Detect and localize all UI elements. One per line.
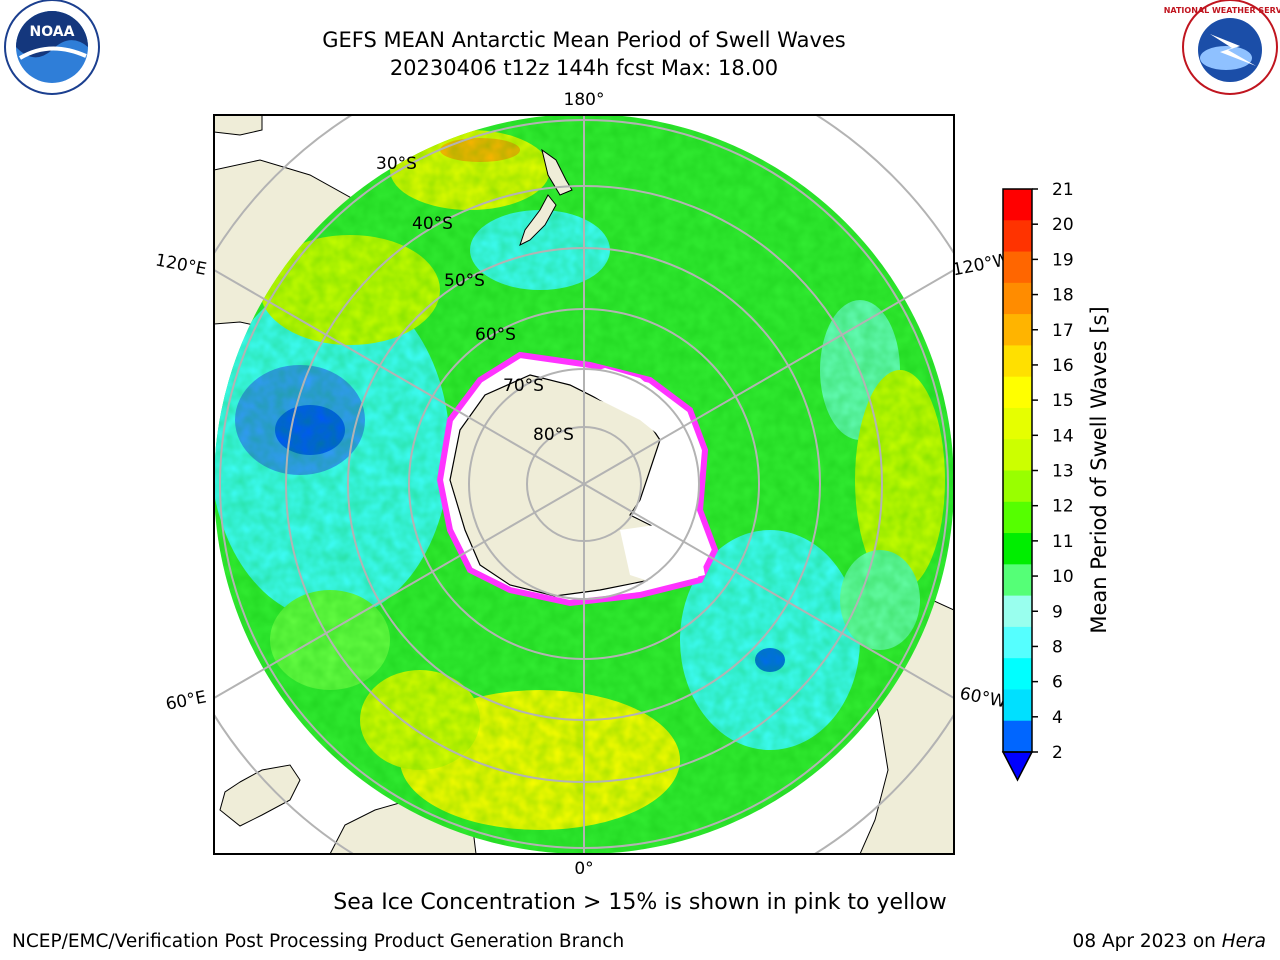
- land-top-left: [214, 115, 263, 136]
- land-new-zealand-north: [541, 148, 573, 196]
- colorbar-tick-label: 13: [1052, 462, 1074, 482]
- colorbar-segment: [1003, 407, 1032, 440]
- colorbar-segment: [1003, 595, 1032, 628]
- colorbar-tick-label: 10: [1052, 567, 1074, 587]
- credit-host: Hera: [1221, 931, 1266, 952]
- colorbar-segment: [1003, 251, 1032, 284]
- colorbar-segment: [1003, 376, 1032, 409]
- noaa-logo-text: NOAA: [30, 24, 75, 40]
- lat-label-30s: 30°S: [376, 154, 417, 174]
- lat-label-40s: 40°S: [412, 214, 453, 234]
- sea-ice-note: Sea Ice Concentration > 15% is shown in …: [333, 890, 947, 915]
- colorbar-tick-label: 9: [1052, 602, 1063, 622]
- colorbar-tick-label: 17: [1052, 321, 1074, 341]
- colorbar-tick-label: 21: [1052, 180, 1074, 200]
- colorbar-segment: [1003, 282, 1032, 315]
- colorbar-segment: [1003, 720, 1032, 753]
- colorbar-tick-label: 8: [1052, 637, 1063, 657]
- colorbar-tick-label: 14: [1052, 426, 1074, 446]
- credit-branch: NCEP/EMC/Verification Post Processing Pr…: [12, 931, 625, 952]
- lat-label-60s: 60°S: [475, 325, 516, 345]
- colorbar-tick-label: 19: [1052, 250, 1074, 270]
- land-madagascar: [219, 764, 301, 827]
- lon-label-lower-left: 60°E: [164, 687, 208, 714]
- lon-label-upper-left: 120°E: [154, 250, 209, 279]
- lat-label-70s: 70°S: [503, 376, 544, 396]
- colorbar-tick-label: 6: [1052, 673, 1063, 693]
- colorbar-segment: [1003, 564, 1032, 597]
- noaa-logo: NOAA: [4, 0, 100, 95]
- lat-label-80s: 80°S: [533, 425, 574, 445]
- colorbar-segment: [1003, 533, 1032, 565]
- lon-label-top: 180°: [564, 90, 605, 110]
- graticule: [214, 115, 954, 854]
- colorbar-tick-label: 4: [1052, 708, 1063, 728]
- colorbar-segment: [1003, 501, 1032, 534]
- colorbar: 21 20 19 18 17 16 15 14 13 12 11 10 9 8 6 4 2: [1001, 180, 1074, 782]
- ice-shelf-weddell: [620, 525, 705, 585]
- lat-label-50s: 50°S: [444, 271, 485, 291]
- colorbar-segment: [1003, 658, 1032, 691]
- colorbar-label: Mean Period of Swell Waves [s]: [1087, 306, 1111, 633]
- chart-subtitle: 20230406 t12z 144h fcst Max: 18.00: [389, 56, 779, 80]
- map-frame: [213, 114, 955, 855]
- colorbar-segment: [1003, 189, 1032, 221]
- colorbar-segment: [1003, 626, 1032, 659]
- colorbar-tick-label: 15: [1052, 391, 1074, 411]
- lon-label-lower-right: 60°W: [958, 684, 1008, 713]
- nws-logo: NATIONAL WEATHER SERVICE: [1164, 0, 1280, 95]
- colorbar-tick-label: 11: [1052, 532, 1074, 552]
- colorbar-tick-label: 18: [1052, 286, 1074, 306]
- colorbar-under-arrow: [1001, 751, 1034, 782]
- credit-date-host: 08 Apr 2023 on Hera: [1073, 931, 1266, 952]
- colorbar-segment: [1003, 689, 1032, 722]
- colorbar-tick-label: 20: [1052, 215, 1074, 235]
- map-area: 30°S 40°S 50°S 60°S 70°S 80°S: [214, 115, 954, 854]
- nws-logo-text: NATIONAL WEATHER SERVICE: [1164, 6, 1280, 15]
- colorbar-segment: [1003, 220, 1032, 253]
- colorbar-segment: [1003, 345, 1032, 378]
- lon-label-bottom: 0°: [574, 859, 593, 879]
- colorbar-segment: [1003, 470, 1032, 503]
- colorbar-segment: [1003, 314, 1032, 346]
- colorbar-segment: [1003, 439, 1032, 472]
- chart-title: GEFS MEAN Antarctic Mean Period of Swell…: [322, 28, 846, 52]
- ice-shelf-ross: [568, 368, 690, 470]
- land-new-zealand-south: [519, 194, 557, 246]
- colorbar-tick-label: 2: [1052, 743, 1063, 763]
- credit-date: 08 Apr 2023 on: [1072, 931, 1222, 952]
- colorbar-tick-label: 16: [1052, 356, 1074, 376]
- colorbar-tick-label: 12: [1052, 497, 1074, 517]
